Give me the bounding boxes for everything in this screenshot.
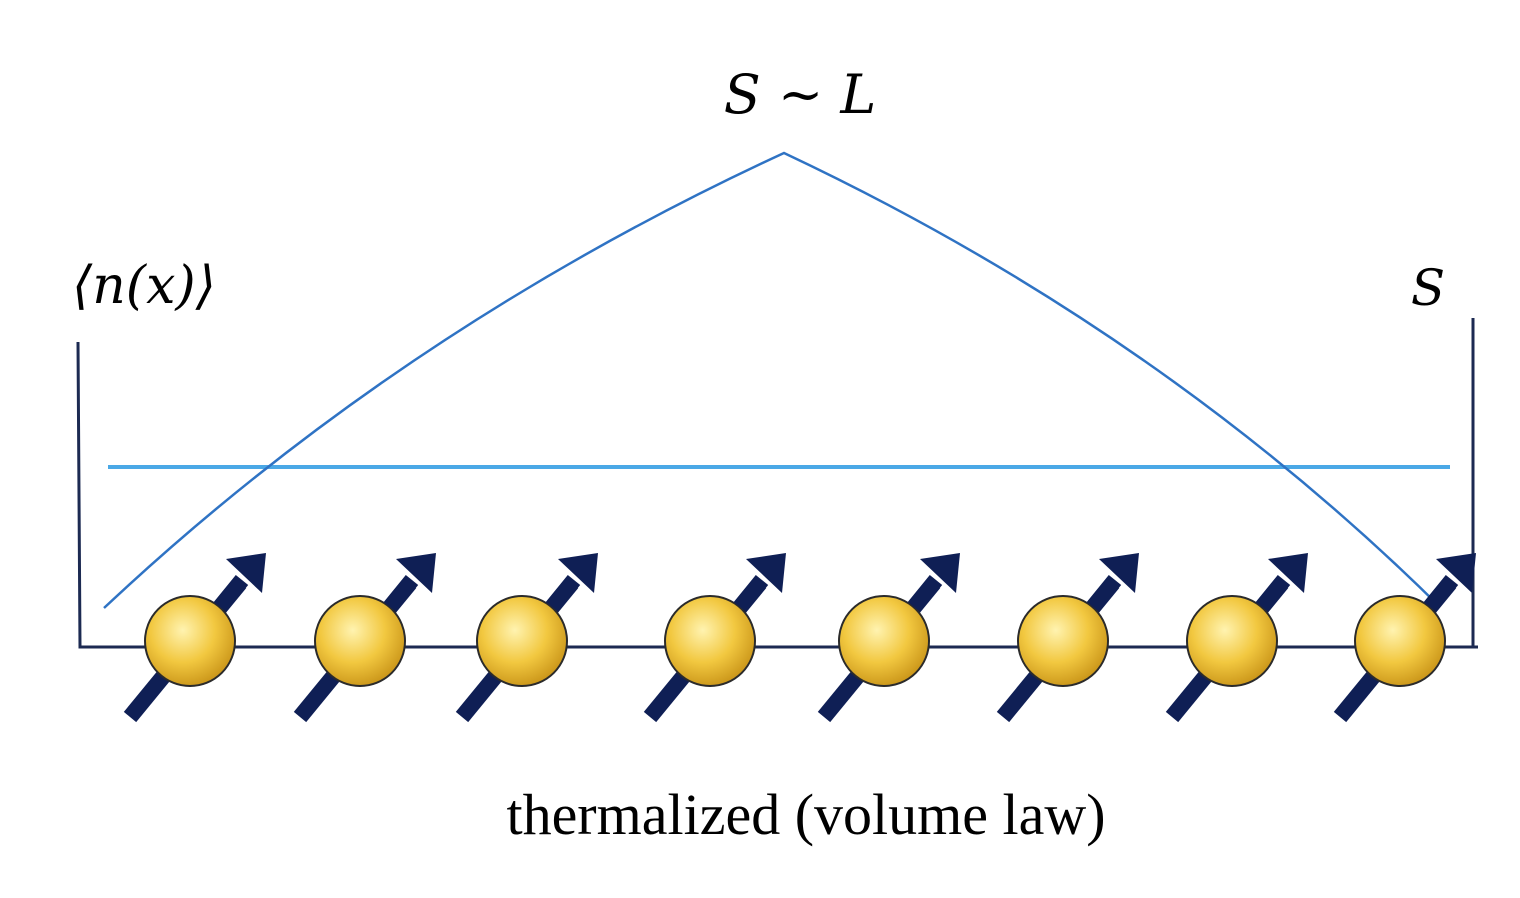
spin-up-ball-icon — [643, 553, 786, 723]
spin-ball — [1354, 595, 1446, 687]
spin-arrow-head — [920, 553, 960, 593]
spin-arrow-head — [746, 553, 786, 593]
spin-arrow-head — [558, 553, 598, 593]
entropy-curve — [103, 151, 1441, 609]
spin-up-ball-icon — [817, 553, 960, 723]
spin-arrow-head — [396, 553, 436, 593]
entropy-axis-label: S — [1411, 259, 1445, 317]
spin-up-ball-icon — [1165, 553, 1308, 723]
peak-label: S ~ L — [724, 63, 876, 126]
spin-arrow-head — [226, 553, 266, 593]
spin-arrow-head — [1436, 553, 1476, 593]
spin-up-ball-icon — [293, 553, 436, 723]
spin-arrow-front — [213, 574, 249, 613]
spin-chain — [123, 553, 1476, 723]
spin-ball — [664, 595, 756, 687]
left-axis-line — [76, 341, 1478, 649]
spin-ball — [476, 595, 568, 687]
spin-up-ball-icon — [455, 553, 598, 723]
spin-arrow-front — [1423, 574, 1459, 613]
spin-ball — [314, 595, 406, 687]
caption: thermalized (volume law) — [506, 782, 1105, 847]
axes — [76, 318, 1478, 649]
spin-arrow-front — [545, 574, 581, 613]
spin-arrow-front — [383, 574, 419, 613]
spin-ball — [1017, 595, 1109, 687]
spin-up-ball-icon — [996, 553, 1139, 723]
spin-up-ball-icon — [1333, 553, 1476, 723]
spin-ball — [144, 595, 236, 687]
spin-ball — [838, 595, 930, 687]
spin-arrow-front — [1086, 574, 1122, 613]
spin-up-ball-icon — [123, 553, 266, 723]
spin-arrow-head — [1268, 553, 1308, 593]
spin-arrow-head — [1099, 553, 1139, 593]
spin-arrow-front — [907, 574, 943, 613]
spin-ball — [1186, 595, 1278, 687]
density-axis-label: ⟨n(x)⟩ — [72, 256, 216, 316]
spin-arrow-front — [733, 574, 769, 613]
spin-arrow-front — [1255, 574, 1291, 613]
